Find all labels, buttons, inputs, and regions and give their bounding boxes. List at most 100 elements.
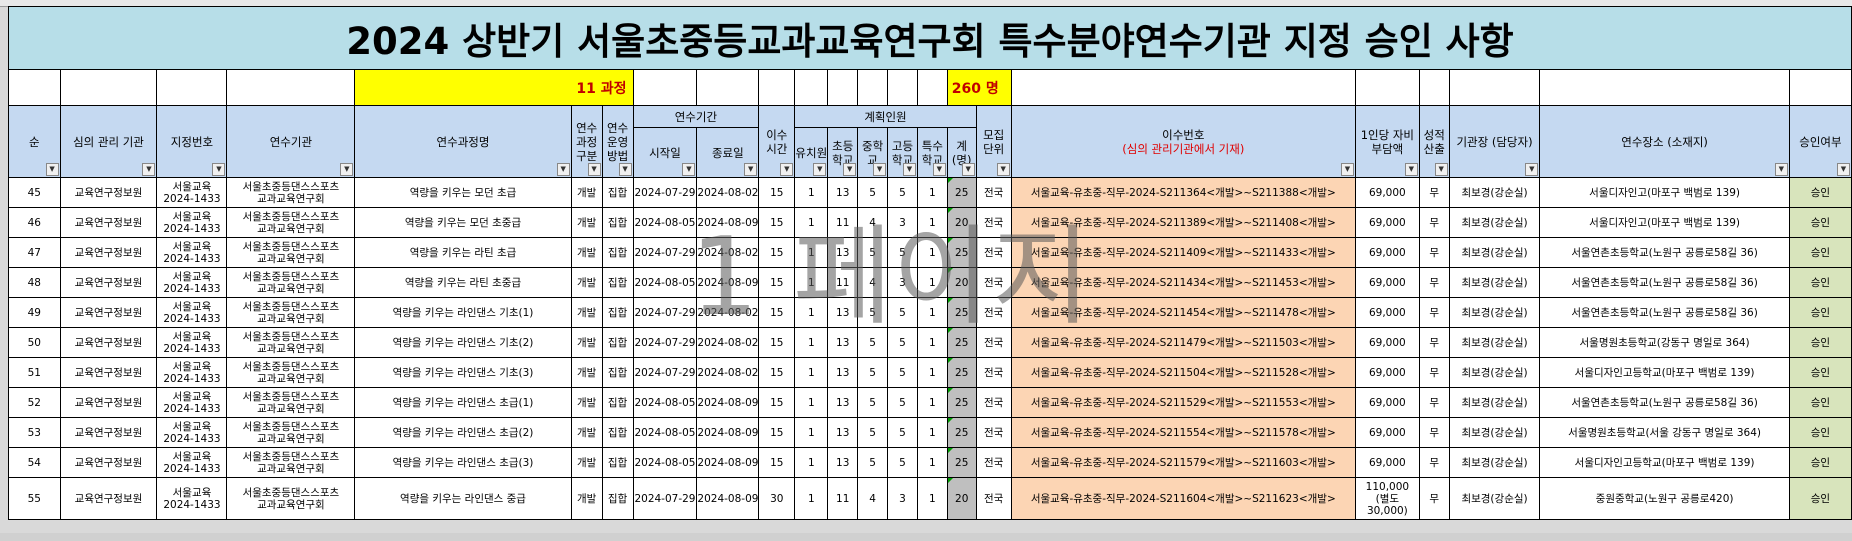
cell-head[interactable]: 최보경(강순실)	[1448, 207, 1541, 238]
header-mid[interactable]: 중학교 ▼	[857, 127, 889, 178]
cell-hours[interactable]: 15	[758, 447, 796, 478]
cell-head[interactable]: 최보경(강순실)	[1448, 327, 1541, 358]
cell-head[interactable]: 최보경(강순실)	[1448, 297, 1541, 328]
cell-mid[interactable]: 5	[857, 327, 889, 358]
cell-review[interactable]: 교육연구정보원	[59, 417, 158, 448]
cell-desig[interactable]: 서울교육 2024-1433	[156, 327, 228, 358]
cell-elem[interactable]: 13	[827, 327, 859, 358]
header-inst[interactable]: 연수기관 ▼	[226, 105, 356, 178]
cell-elem[interactable]: 11	[827, 477, 859, 520]
filter-dropdown-icon[interactable]: ▼	[961, 163, 975, 176]
header-high[interactable]: 고등 학교 ▼	[887, 127, 918, 178]
cell-no[interactable]: 48	[8, 267, 61, 298]
cell-total[interactable]: 20	[946, 207, 977, 238]
cell-end[interactable]: 2024-08-02	[696, 327, 760, 358]
cell-inst[interactable]: 서울초중등댄스스포츠 교과교육연구회	[226, 177, 356, 208]
cell-desig[interactable]: 서울교육 2024-1433	[156, 447, 228, 478]
cell-special[interactable]: 1	[916, 387, 948, 418]
cell-ctype[interactable]: 개발	[570, 417, 603, 448]
cell-recruit[interactable]: 전국	[975, 237, 1012, 268]
cell-ctype[interactable]: 개발	[570, 477, 603, 520]
header-hours[interactable]: 이수 시간 ▼	[758, 105, 796, 178]
cell-grade[interactable]: 무	[1418, 477, 1450, 520]
cell-start[interactable]: 2024-07-29	[632, 327, 698, 358]
cell-course[interactable]: 역량을 키우는 라틴 초중급	[354, 267, 572, 298]
cell-end[interactable]: 2024-08-02	[696, 177, 760, 208]
cell-cert[interactable]: 서울교육-유초중-직무-2024-S211504<개발>~S211528<개발>	[1010, 357, 1356, 388]
cell-start[interactable]: 2024-08-05	[632, 207, 698, 238]
cell-course[interactable]: 역량을 키우는 라인댄스 초급(1)	[354, 387, 572, 418]
cell-approve[interactable]: 승인	[1788, 357, 1852, 388]
cell-start[interactable]: 2024-08-05	[632, 417, 698, 448]
cell-no[interactable]: 52	[8, 387, 61, 418]
cell-course[interactable]: 역량을 키우는 라인댄스 중급	[354, 477, 572, 520]
filter-dropdown-icon[interactable]: ▼	[744, 163, 758, 176]
cell-recruit[interactable]: 전국	[975, 387, 1012, 418]
cell-kinder[interactable]: 1	[794, 327, 829, 358]
header-start[interactable]: 시작일 ▼	[632, 127, 698, 178]
filter-dropdown-icon[interactable]: ▼	[682, 163, 696, 176]
cell-place[interactable]: 서울디자인고등학교(마포구 백범로 139)	[1539, 357, 1790, 388]
filter-dropdown-icon[interactable]: ▼	[873, 163, 887, 176]
cell-method[interactable]: 집합	[601, 387, 634, 418]
header-desig[interactable]: 지정번호 ▼	[156, 105, 228, 178]
cell-cert[interactable]: 서울교육-유초중-직무-2024-S211529<개발>~S211553<개발>	[1010, 387, 1356, 418]
cell-hours[interactable]: 15	[758, 207, 796, 238]
cell-hours[interactable]: 15	[758, 267, 796, 298]
cell-ctype[interactable]: 개발	[570, 447, 603, 478]
cell-course[interactable]: 역량을 키우는 라인댄스 기초(3)	[354, 357, 572, 388]
header-method[interactable]: 연수 운영 방법 ▼	[601, 105, 634, 178]
cell-end[interactable]: 2024-08-09	[696, 207, 760, 238]
cell-fee[interactable]: 69,000	[1354, 357, 1420, 388]
filter-dropdown-icon[interactable]: ▼	[1340, 163, 1354, 176]
header-ctype[interactable]: 연수 과정 구분 ▼	[570, 105, 603, 178]
cell-high[interactable]: 3	[887, 207, 918, 238]
cell-method[interactable]: 집합	[601, 297, 634, 328]
header-elem[interactable]: 초등 학교 ▼	[827, 127, 859, 178]
cell-no[interactable]: 45	[8, 177, 61, 208]
cell-recruit[interactable]: 전국	[975, 177, 1012, 208]
cell-head[interactable]: 최보경(강순실)	[1448, 237, 1541, 268]
cell-recruit[interactable]: 전국	[975, 267, 1012, 298]
cell-ctype[interactable]: 개발	[570, 357, 603, 388]
cell-grade[interactable]: 무	[1418, 237, 1450, 268]
cell-review[interactable]: 교육연구정보원	[59, 237, 158, 268]
cell-cert[interactable]: 서울교육-유초중-직무-2024-S211554<개발>~S211578<개발>	[1010, 417, 1356, 448]
cell-head[interactable]: 최보경(강순실)	[1448, 177, 1541, 208]
filter-dropdown-icon[interactable]: ▼	[1774, 163, 1788, 176]
cell-ctype[interactable]: 개발	[570, 207, 603, 238]
cell-approve[interactable]: 승인	[1788, 477, 1852, 520]
cell-method[interactable]: 집합	[601, 207, 634, 238]
cell-review[interactable]: 교육연구정보원	[59, 297, 158, 328]
cell-inst[interactable]: 서울초중등댄스스포츠 교과교육연구회	[226, 417, 356, 448]
header-special[interactable]: 특수 학교 ▼	[916, 127, 948, 178]
cell-elem[interactable]: 13	[827, 177, 859, 208]
filter-dropdown-icon[interactable]: ▼	[780, 163, 794, 176]
cell-inst[interactable]: 서울초중등댄스스포츠 교과교육연구회	[226, 267, 356, 298]
filter-dropdown-icon[interactable]: ▼	[340, 163, 354, 176]
cell-kinder[interactable]: 1	[794, 237, 829, 268]
cell-high[interactable]: 5	[887, 357, 918, 388]
filter-dropdown-icon[interactable]: ▼	[618, 163, 632, 176]
cell-kinder[interactable]: 1	[794, 447, 829, 478]
cell-head[interactable]: 최보경(강순실)	[1448, 417, 1541, 448]
cell-high[interactable]: 5	[887, 177, 918, 208]
cell-fee[interactable]: 69,000	[1354, 207, 1420, 238]
header-place[interactable]: 연수장소 (소재지) ▼	[1539, 105, 1790, 178]
cell-start[interactable]: 2024-07-29	[632, 237, 698, 268]
cell-place[interactable]: 서울디자인고(마포구 백범로 139)	[1539, 177, 1790, 208]
cell-special[interactable]: 1	[916, 267, 948, 298]
cell-hours[interactable]: 15	[758, 177, 796, 208]
header-fee[interactable]: 1인당 자비 부담액 ▼	[1354, 105, 1420, 178]
cell-recruit[interactable]: 전국	[975, 327, 1012, 358]
cell-place[interactable]: 서울디자인고(마포구 백범로 139)	[1539, 207, 1790, 238]
cell-review[interactable]: 교육연구정보원	[59, 387, 158, 418]
cell-recruit[interactable]: 전국	[975, 477, 1012, 520]
cell-review[interactable]: 교육연구정보원	[59, 327, 158, 358]
cell-review[interactable]: 교육연구정보원	[59, 207, 158, 238]
cell-method[interactable]: 집합	[601, 267, 634, 298]
cell-inst[interactable]: 서울초중등댄스스포츠 교과교육연구회	[226, 447, 356, 478]
filter-dropdown-icon[interactable]: ▼	[843, 163, 857, 176]
cell-recruit[interactable]: 전국	[975, 357, 1012, 388]
header-kinder[interactable]: 유치원 ▼	[794, 127, 829, 178]
